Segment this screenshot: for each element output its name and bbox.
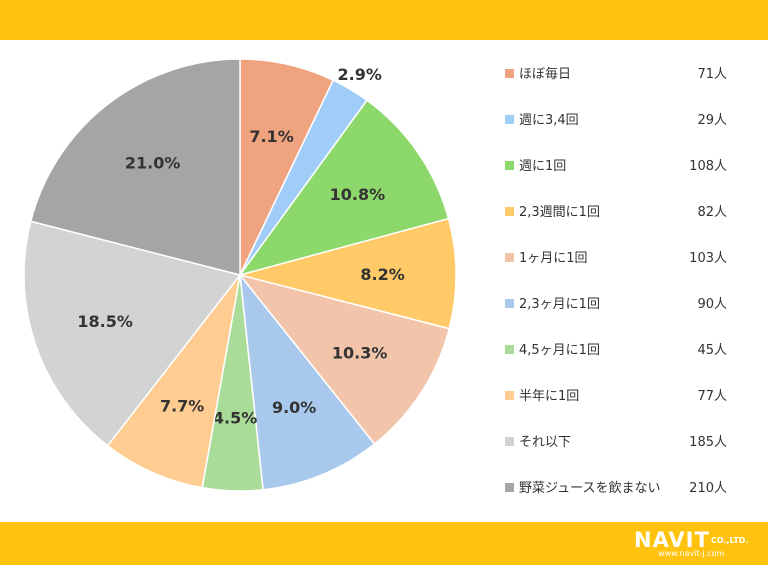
legend-count: 103人 <box>689 251 727 266</box>
slice-label-1: 2.9% <box>338 65 382 84</box>
legend-swatch <box>505 253 514 262</box>
slice-label-6: 4.5% <box>213 408 257 427</box>
legend-item-1: 週に3,4回 29人 <box>505 109 745 155</box>
legend-item-9: 野菜ジュースを飲まない 210人 <box>505 477 745 523</box>
legend-item-3: 2,3週間に1回 82人 <box>505 201 745 247</box>
legend-label: 4,5ヶ月に1回 <box>519 343 600 358</box>
legend-count: 108人 <box>689 159 727 174</box>
slice-label-2: 10.8% <box>330 185 386 204</box>
navit-logo: NAVIT CO.,LTD. www.navit-j.com <box>634 528 760 560</box>
top-accent-bar <box>0 0 768 40</box>
slice-label-8: 18.5% <box>77 312 133 331</box>
legend-count: 71人 <box>697 67 727 82</box>
legend-swatch <box>505 207 514 216</box>
slice-label-4: 10.3% <box>332 344 388 363</box>
legend-count: 210人 <box>689 481 727 496</box>
legend-item-0: ほぼ毎日 71人 <box>505 63 745 109</box>
pie-chart: 7.1% 2.9% 10.8% 8.2% 10.3% 9.0% 4.5% 7.7% 18.5% 2… <box>23 58 457 492</box>
legend-count: 29人 <box>697 113 727 128</box>
legend-swatch <box>505 115 514 124</box>
legend-item-6: 4,5ヶ月に1回 45人 <box>505 339 745 385</box>
legend-item-7: 半年に1回 77人 <box>505 385 745 431</box>
legend-label: ほぼ毎日 <box>519 67 572 82</box>
chart-legend: ほぼ毎日 71人週に3,4回 29人週に1回 108人 2,3週間に1回 82人 1ヶ月に1… <box>505 63 745 523</box>
legend-label: 1ヶ月に1回 <box>519 251 588 266</box>
logo-url: www.navit-j.com <box>658 549 725 558</box>
legend-label: 週に3,4回 <box>519 113 579 128</box>
legend-swatch <box>505 161 514 170</box>
legend-swatch <box>505 391 514 400</box>
legend-swatch <box>505 483 514 492</box>
legend-item-4: 1ヶ月に1回 103人 <box>505 247 745 293</box>
legend-item-2: 週に1回 108人 <box>505 155 745 201</box>
legend-swatch <box>505 345 514 354</box>
logo-suffix: CO.,LTD. <box>711 536 749 545</box>
slice-label-7: 7.7% <box>160 396 204 415</box>
pie-slice-2 <box>238 99 450 277</box>
legend-item-5: 2,3ヶ月に1回 90人 <box>505 293 745 339</box>
slice-label-5: 9.0% <box>272 398 316 417</box>
bottom-accent-bar <box>0 522 768 565</box>
legend-count: 77人 <box>697 389 727 404</box>
legend-count: 185人 <box>689 435 727 450</box>
logo-wordmark: NAVIT <box>634 528 710 552</box>
legend-label: 2,3ヶ月に1回 <box>519 297 600 312</box>
slice-label-9: 21.0% <box>125 153 181 172</box>
legend-label: 週に1回 <box>519 159 567 174</box>
legend-label: 2,3週間に1回 <box>519 205 600 220</box>
legend-count: 82人 <box>697 205 727 220</box>
pie-slice-3 <box>237 217 457 330</box>
slice-label-0: 7.1% <box>249 127 293 146</box>
pie-slice-7 <box>106 274 241 489</box>
legend-label: 半年に1回 <box>519 389 580 404</box>
legend-count: 45人 <box>697 343 727 358</box>
legend-swatch <box>505 299 514 308</box>
legend-item-8: それ以下 185人 <box>505 431 745 477</box>
legend-swatch <box>505 437 514 446</box>
pie-slice-9 <box>29 58 241 276</box>
pie-slice-8 <box>23 220 242 447</box>
pie-slice-5 <box>238 272 376 491</box>
legend-label: 野菜ジュースを飲まない <box>519 481 661 496</box>
legend-label: それ以下 <box>519 435 572 450</box>
legend-swatch <box>505 69 514 78</box>
pie-slice-4 <box>238 273 451 446</box>
slice-label-3: 8.2% <box>360 265 404 284</box>
legend-count: 90人 <box>697 297 727 312</box>
